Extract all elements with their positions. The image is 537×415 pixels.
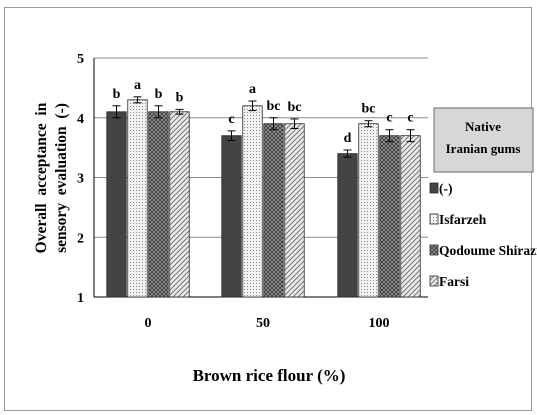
significance-letter: d: [344, 131, 352, 146]
y-tick-label: 4: [77, 112, 84, 127]
legend: (-) Isfarzeh Qodoume Shirazi Farsi: [429, 181, 537, 289]
significance-letter: b: [113, 87, 121, 102]
legend-swatch: [429, 213, 439, 225]
bar: [221, 135, 242, 298]
bar: [379, 135, 400, 298]
legend-label: Qodoume Shirazi: [439, 243, 537, 258]
y-tick-labels: 1 2 3 4 5: [77, 52, 84, 306]
y-axis-title-line-1: Overall acceptance in: [33, 102, 50, 253]
y-axis-title-line-2: sensory evaluation (-): [53, 103, 70, 253]
significance-letter: b: [176, 90, 184, 105]
bar: [284, 123, 305, 298]
bar: [337, 153, 358, 298]
y-tick-label: 5: [77, 52, 84, 67]
y-tick-label: 3: [77, 172, 84, 187]
bar: [242, 105, 263, 298]
significance-letter: bc: [267, 99, 281, 114]
legend-label: (-): [439, 181, 453, 196]
significance-letter: bc: [288, 100, 302, 115]
legend-title-line-1: Native: [465, 119, 501, 134]
legend-title-line-2: Iranian gums: [446, 141, 521, 156]
bar: [106, 111, 127, 298]
x-tick-label: 0: [145, 316, 152, 331]
bar: [358, 123, 379, 298]
significance-letter: c: [228, 112, 234, 127]
legend-label: Isfarzeh: [439, 212, 487, 227]
x-tick-labels: 0 50 100: [145, 316, 390, 331]
x-axis-title: Brown rice flour (%): [193, 366, 346, 385]
significance-letter: c: [386, 111, 392, 126]
legend-label: Farsi: [439, 274, 469, 289]
significance-letter: b: [155, 87, 163, 102]
y-tick-label: 1: [77, 291, 84, 306]
legend-swatch: [429, 275, 439, 287]
legend-swatch: [429, 244, 439, 256]
chart-frame: [4, 7, 532, 411]
legend-title-box: Native Iranian gums: [433, 107, 534, 173]
x-tick-label: 100: [369, 316, 390, 331]
bar: [127, 99, 148, 298]
y-axis-title: Overall acceptance in sensory evaluation…: [33, 102, 70, 253]
bar: [263, 123, 284, 298]
significance-letter: a: [249, 82, 256, 97]
significance-letter: bc: [362, 102, 376, 117]
bar: [169, 111, 190, 298]
y-tick-label: 2: [77, 231, 84, 246]
bar: [400, 135, 421, 298]
significance-letter: a: [134, 78, 141, 93]
bar: [148, 111, 169, 298]
legend-swatch: [429, 182, 439, 194]
legend-title-background: [433, 107, 534, 173]
significance-letter: c: [407, 111, 413, 126]
x-tick-label: 50: [256, 316, 270, 331]
